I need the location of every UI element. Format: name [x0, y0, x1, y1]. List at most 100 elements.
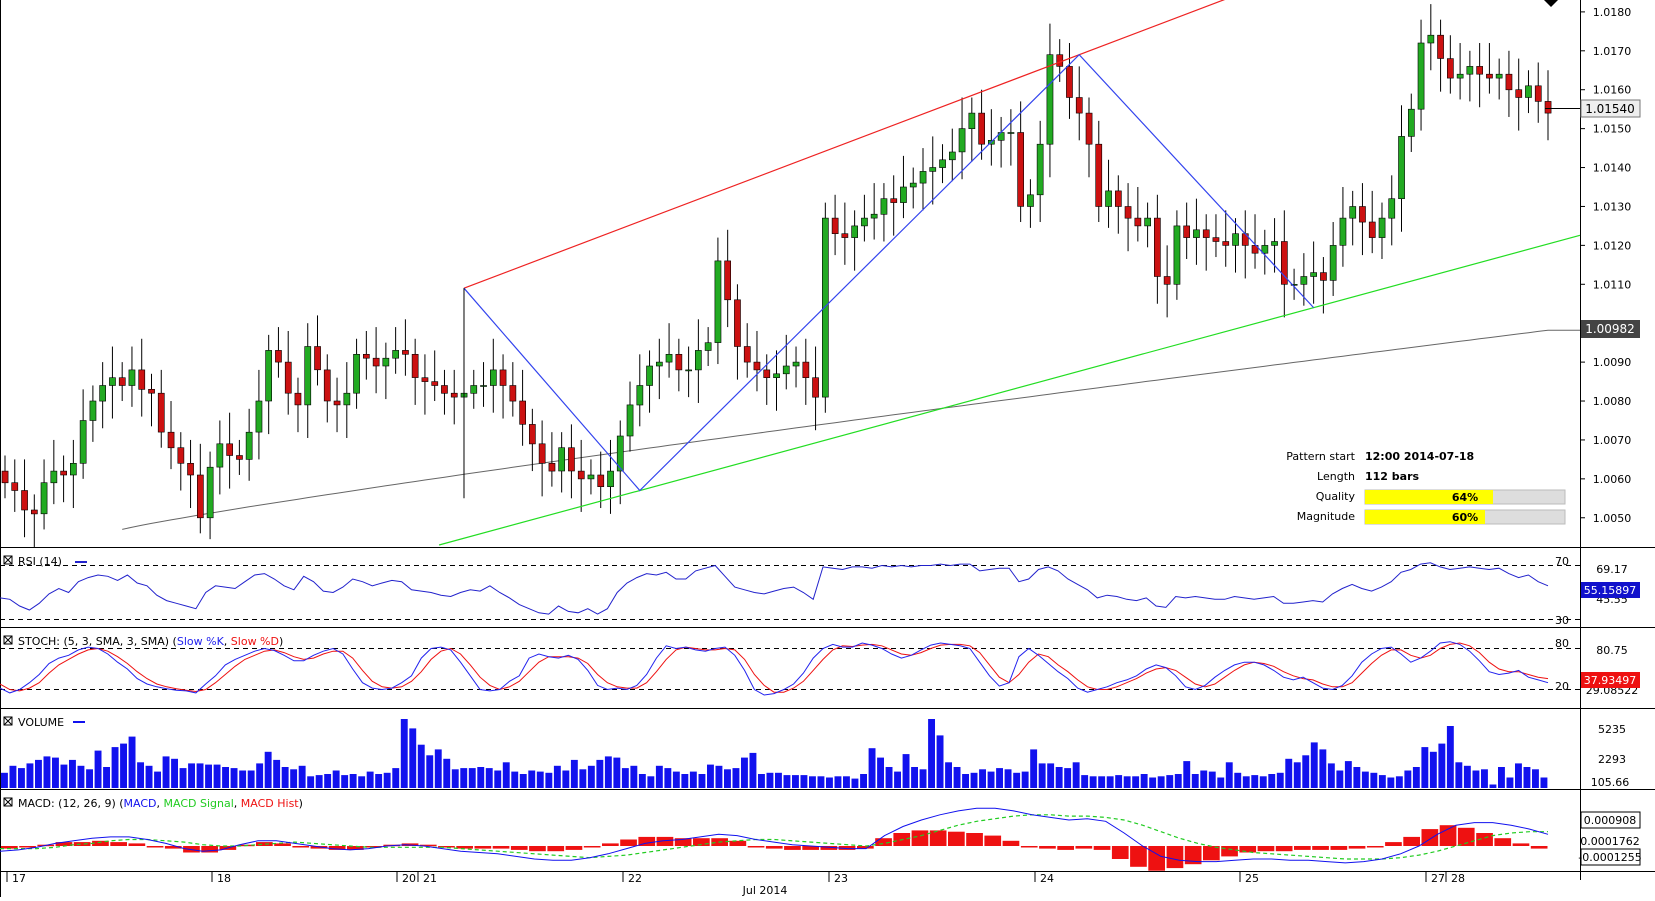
day-label: 24 [1040, 872, 1054, 885]
volume-bar [885, 767, 893, 788]
ma-price-label: 1.00982 [1585, 322, 1635, 336]
day-label: 27 [1431, 872, 1445, 885]
volume-bar [545, 772, 553, 788]
bear-candle-body [1437, 34, 1444, 59]
rsi-current-label: 55.15897 [1584, 584, 1637, 597]
macd-hist-bar [565, 846, 583, 850]
bull-candle-body [694, 350, 702, 371]
bull-candle-body [821, 217, 829, 398]
candle [528, 408, 536, 472]
volume-collapse-icon[interactable] [3, 716, 13, 726]
volume-bar [213, 764, 221, 788]
volume-bar [1217, 777, 1225, 788]
bull-candle-body [1427, 34, 1435, 44]
macd-hist-bar [128, 843, 146, 846]
volume-bar [375, 774, 383, 788]
day-label: 18 [217, 872, 231, 885]
volume-bar [1378, 775, 1386, 788]
bull-candle-body [392, 350, 400, 359]
macd-hist-bar [328, 846, 346, 850]
volume-bar [826, 777, 833, 788]
bull-candle-body [1388, 198, 1396, 219]
magnitude-label: Magnitude [1297, 510, 1356, 523]
bear-candle-body [167, 431, 175, 449]
volume-bar [1361, 771, 1369, 788]
candle [1466, 50, 1474, 102]
candle [138, 338, 146, 417]
volume-bar [222, 767, 229, 788]
candle [30, 494, 38, 547]
candle [79, 389, 87, 479]
volume-bar [1327, 763, 1335, 788]
scroll-marker-icon[interactable] [1544, 0, 1558, 7]
stoch-collapse-icon[interactable] [3, 635, 13, 645]
support-line [438, 234, 1581, 546]
bear-candle-body [1447, 58, 1454, 79]
bull-candle-body [1036, 143, 1044, 196]
candle [577, 439, 585, 512]
macd-close-icon[interactable] [3, 797, 13, 807]
bull-candle-body [900, 186, 907, 203]
volume-bar [902, 754, 910, 788]
bear-candle-body [509, 385, 517, 402]
bear-candle-body [978, 112, 985, 145]
volume-bar [970, 772, 978, 788]
volume-bar [392, 768, 400, 788]
bull-candle-body [880, 198, 888, 215]
volume-bar [562, 770, 570, 788]
volume-bar [460, 768, 468, 788]
macd-current-label: 0.000908 [1584, 814, 1637, 827]
volume-bar [1455, 762, 1463, 788]
stoch-close-icon[interactable] [3, 635, 13, 645]
rsi-close-icon[interactable] [3, 555, 13, 565]
volume-bar [800, 775, 808, 788]
bear-candle-body [1085, 112, 1093, 145]
volume-bar [749, 752, 757, 788]
macd-panel: MACD: (12, 26, 9) (MACD, MACD Signal, MA… [0, 797, 1642, 871]
volume-bar [179, 768, 187, 788]
bull-candle-body [616, 435, 624, 472]
price-tick-label: 1.0150 [1593, 123, 1632, 136]
bull-candle-body [870, 213, 878, 219]
macd-hist-bar [638, 836, 656, 846]
bear-candle-body [568, 447, 575, 472]
volume-bar [1276, 772, 1284, 788]
macd-collapse-icon[interactable] [3, 797, 13, 807]
candle [763, 354, 771, 405]
bear-candle-body [421, 377, 429, 382]
volume-bar [1268, 774, 1276, 788]
volume-bar [426, 755, 434, 788]
resistance-line [463, 0, 1226, 289]
macd-hist-bar [1130, 846, 1147, 867]
bull-candle-body [40, 482, 48, 515]
bull-candle-body [704, 342, 712, 351]
volume-close-icon[interactable] [3, 716, 13, 726]
bear-candle-body [831, 217, 839, 235]
volume-bar [911, 767, 918, 788]
volume-bar [1515, 763, 1522, 788]
volume-bar [341, 775, 349, 788]
volume-bar [613, 757, 621, 788]
bear-candle-body [1368, 221, 1376, 238]
rsi-collapse-icon[interactable] [3, 555, 13, 565]
candle [587, 459, 595, 495]
bear-candle-body [362, 353, 370, 359]
candle [939, 144, 946, 184]
candle [275, 327, 282, 378]
candle [284, 330, 292, 415]
macd-title-prefix: MACD: (12, 26, 9) ( [18, 797, 124, 810]
volume-bar [1285, 758, 1293, 788]
rsi-axis-value: 69.17 [1596, 563, 1628, 576]
bear-candle-body [60, 470, 67, 476]
magnitude-value: 60% [1452, 511, 1478, 524]
volume-bar [1404, 770, 1412, 788]
bull-candle-body [489, 369, 497, 386]
candle [1124, 183, 1132, 252]
price-tick-label: 1.0160 [1593, 84, 1632, 97]
volume-bar [60, 764, 68, 788]
bear-candle-body [1505, 73, 1513, 91]
day-label: 20 [402, 872, 416, 885]
bull-candle-body [109, 377, 116, 386]
volume-bar [792, 775, 799, 788]
volume-bar [758, 774, 765, 788]
